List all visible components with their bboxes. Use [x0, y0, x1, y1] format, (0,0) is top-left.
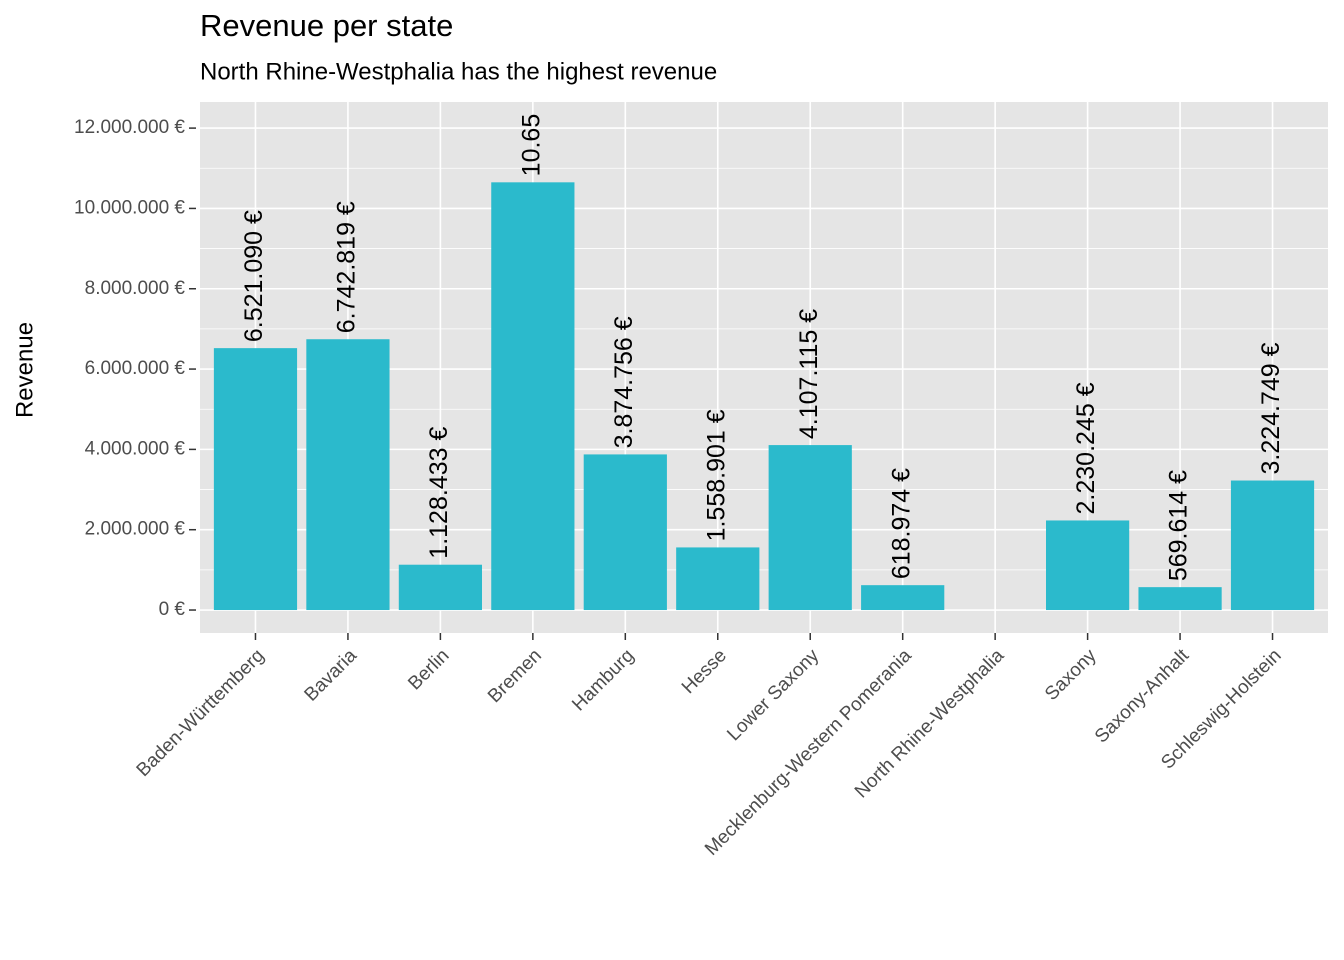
bar: [1230, 480, 1315, 611]
bar: [1046, 520, 1130, 611]
value-label: 3.224.749 €: [1257, 342, 1285, 474]
value-label: 569.614 €: [1165, 470, 1193, 581]
x-tick-label: Hamburg: [568, 645, 638, 715]
y-tick-label: 0 €: [159, 599, 186, 620]
y-tick-label: 12.000.000 €: [74, 117, 185, 138]
y-tick-label: 2.000.000 €: [85, 519, 186, 540]
bar: [768, 445, 852, 611]
value-label: 618.974 €: [887, 468, 915, 579]
bar: [583, 454, 667, 611]
value-label: 4.107.115 €: [795, 309, 823, 439]
y-tick-label: 6.000.000 €: [85, 358, 186, 379]
y-tick-label: 8.000.000 €: [85, 278, 186, 299]
bar: [398, 564, 482, 611]
x-tick-label: Baden-Württemberg: [133, 645, 269, 781]
bar: [676, 547, 760, 611]
value-label: 1.128.433 €: [425, 427, 453, 559]
x-tick-label: Berlin: [404, 645, 453, 694]
x-tick-label: Mecklenburg-Western Pomerania: [701, 645, 916, 860]
y-tick-label: 4.000.000 €: [85, 438, 186, 459]
chart-title: Revenue per state: [200, 8, 453, 43]
bar: [491, 182, 575, 611]
x-tick-label: Bavaria: [301, 645, 362, 706]
bar: [306, 339, 390, 611]
x-tick-label: Hesse: [678, 645, 731, 698]
bar: [1138, 587, 1222, 611]
bar: [213, 348, 298, 611]
x-tick-label: North Rhine-Westphalia: [851, 645, 1009, 803]
x-tick-label: Saxony: [1041, 645, 1101, 705]
bar: [861, 585, 945, 611]
value-label: 10.65: [517, 114, 545, 177]
marks: 6.521.090 € 6.742.819 € 1.128.433 € 10.65 3.…: [213, 114, 1315, 611]
chart-subtitle: North Rhine-Westphalia has the highest r…: [200, 58, 717, 85]
value-label: 6.521.090 €: [240, 210, 268, 342]
value-label: 6.742.819 €: [333, 201, 361, 333]
x-tick-label: Saxony-Anhalt: [1091, 645, 1194, 748]
y-tick-label: 10.000.000 €: [74, 197, 185, 218]
x-tick-label: Lower Saxony: [723, 645, 823, 745]
x-tick-label: Bremen: [484, 645, 546, 707]
y-axis-label: Revenue: [11, 322, 38, 418]
value-label: 2.230.245 €: [1072, 382, 1100, 514]
value-label: 1.558.901 €: [702, 409, 730, 541]
value-label: 3.874.756 €: [610, 316, 638, 448]
